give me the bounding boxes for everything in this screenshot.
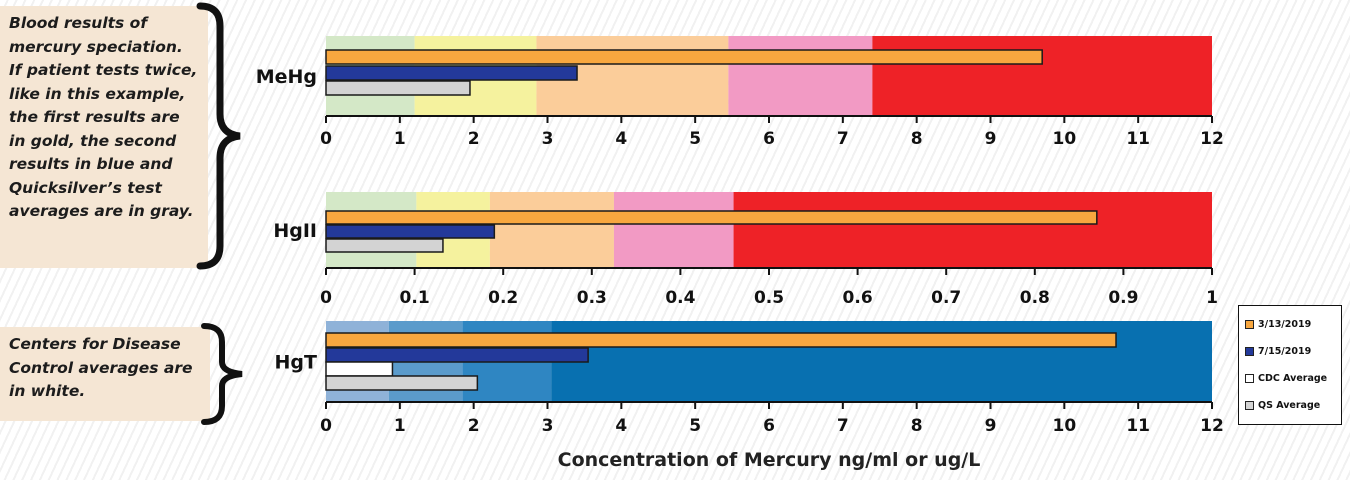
x-tick-label: 10 <box>1052 416 1076 436</box>
x-tick-label: 0.7 <box>931 288 961 308</box>
x-tick-label: 5 <box>689 416 701 436</box>
x-tick-label: 9 <box>985 416 997 436</box>
x-tick-label: 1 <box>394 129 406 149</box>
x-tick-label: 4 <box>615 416 627 436</box>
legend-label: 7/15/2019 <box>1258 346 1312 357</box>
bar-7-15-2019 <box>325 65 578 81</box>
bar-7-15-2019 <box>325 224 496 239</box>
blood-results-note: Blood results of mercury speciation. If … <box>0 6 208 268</box>
x-tick-label: 9 <box>985 129 997 149</box>
legend-label: 3/13/2019 <box>1258 319 1312 330</box>
legend-label: QS Average <box>1258 400 1321 411</box>
x-tick-label: 0.4 <box>665 288 695 308</box>
bar-3-13-2019 <box>325 332 1117 348</box>
x-tick-label: 1 <box>1206 288 1218 308</box>
bar-qs-average <box>325 238 444 253</box>
brace-icon <box>201 323 243 425</box>
x-tick-label: 0.1 <box>400 288 430 308</box>
category-label-hgii: HgII <box>273 220 317 242</box>
x-tick-label: 12 <box>1200 129 1224 149</box>
x-tick-label: 6 <box>763 416 775 436</box>
x-tick-label: 11 <box>1126 416 1150 436</box>
bar-3-13-2019 <box>325 210 1098 225</box>
x-tick-label: 6 <box>763 129 775 149</box>
legend-swatch <box>1245 320 1254 329</box>
x-tick-label: 2 <box>468 416 480 436</box>
x-tick-label: 10 <box>1052 129 1076 149</box>
x-tick-label: 0.2 <box>488 288 518 308</box>
x-tick-label: 5 <box>689 129 701 149</box>
x-tick-label: 0 <box>320 129 332 149</box>
legend-item-cdc-average: CDC Average <box>1245 365 1335 392</box>
x-tick-label: 0.5 <box>754 288 784 308</box>
x-tick-label: 12 <box>1200 416 1224 436</box>
bar-qs-average <box>325 80 471 96</box>
range-band <box>489 192 614 268</box>
x-tick-label: 3 <box>542 416 554 436</box>
cdc-averages-note: Centers for Disease Control averages are… <box>0 327 210 421</box>
x-tick-label: 11 <box>1126 129 1150 149</box>
x-tick-label: 1 <box>394 416 406 436</box>
bar-3-13-2019 <box>325 49 1043 65</box>
range-band <box>733 192 1212 268</box>
x-tick-label: 0.3 <box>577 288 607 308</box>
bar-qs-average <box>325 375 479 391</box>
legend-swatch <box>1245 347 1254 356</box>
x-tick-label: 0.8 <box>1020 288 1050 308</box>
legend-item-3-13-2019: 3/13/2019 <box>1245 311 1335 338</box>
range-band <box>728 36 873 116</box>
legend-item-qs-average: QS Average <box>1245 392 1335 419</box>
x-tick-label: 0.6 <box>843 288 873 308</box>
category-label-mehg: MeHg <box>256 66 317 88</box>
bar-7-15-2019 <box>325 347 589 363</box>
brace-icon <box>196 2 241 270</box>
range-band <box>872 36 1212 116</box>
bar-cdc-average <box>325 361 394 377</box>
range-band <box>613 192 734 268</box>
legend-swatch <box>1245 401 1254 410</box>
x-tick-label: 2 <box>468 129 480 149</box>
legend-item-7-15-2019: 7/15/2019 <box>1245 338 1335 365</box>
x-tick-label: 8 <box>911 129 923 149</box>
x-tick-label: 0.9 <box>1108 288 1138 308</box>
legend-label: CDC Average <box>1258 373 1328 384</box>
x-tick-label: 7 <box>837 129 849 149</box>
legend-swatch <box>1245 374 1254 383</box>
x-tick-label: 4 <box>615 129 627 149</box>
x-tick-label: 0 <box>320 416 332 436</box>
legend: 3/13/2019 7/15/2019 CDC Average QS Avera… <box>1238 305 1342 425</box>
x-axis-title: Concentration of Mercury ng/ml or ug/L <box>557 449 981 471</box>
x-tick-label: 8 <box>911 416 923 436</box>
category-label-hgt: HgT <box>275 352 318 374</box>
x-tick-label: 0 <box>320 288 332 308</box>
x-tick-label: 3 <box>542 129 554 149</box>
x-tick-label: 7 <box>837 416 849 436</box>
